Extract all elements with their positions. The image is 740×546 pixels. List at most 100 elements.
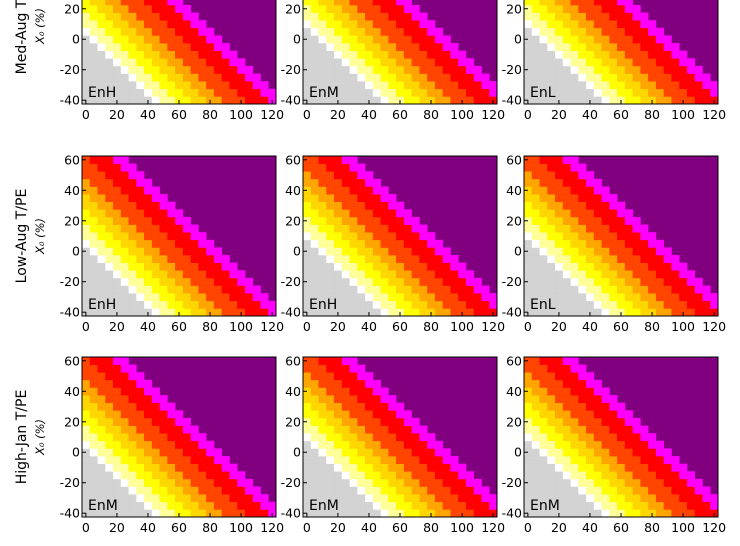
heatmap-cell — [555, 35, 564, 44]
heatmap-cell — [450, 65, 459, 74]
heatmap-cell — [182, 494, 191, 503]
heatmap-cell — [539, 501, 548, 510]
heatmap-cell — [593, 35, 602, 44]
heatmap-cell — [586, 387, 595, 396]
y-tick-label: 20 — [64, 213, 80, 228]
heatmap-cell — [128, 209, 137, 218]
heatmap-cell — [244, 486, 254, 495]
heatmap-cell — [175, 4, 184, 13]
heatmap-cell — [159, 471, 168, 480]
heatmap-cell — [326, 402, 335, 411]
heatmap-cell — [349, 379, 358, 388]
heatmap-cell — [334, 379, 343, 388]
heatmap-cell — [105, 201, 114, 210]
heatmap-cell — [411, 239, 420, 248]
heatmap-cell — [221, 58, 230, 67]
heatmap-cell — [663, 486, 672, 495]
x-tick-label: 60 — [613, 107, 629, 122]
x-tick-label: 100 — [450, 107, 474, 122]
heatmap-cell — [372, 379, 381, 388]
heatmap-cell — [175, 73, 184, 82]
heatmap-cell — [213, 486, 222, 495]
heatmap-cell — [531, 486, 540, 495]
heatmap-cell — [396, 300, 405, 309]
heatmap-cell — [671, 58, 680, 67]
heatmap-cell — [151, 270, 160, 279]
heatmap-cell — [570, 372, 579, 381]
heatmap-cell — [97, 35, 106, 44]
heatmap-cell — [357, 308, 366, 316]
heatmap-cell — [144, 463, 153, 472]
heatmap-cell — [326, 425, 335, 434]
heatmap-cell — [341, 35, 350, 44]
heatmap-cell — [113, 433, 122, 442]
heatmap-cell — [450, 96, 459, 104]
heatmap-cell — [539, 224, 548, 233]
heatmap-cell — [434, 65, 443, 74]
x-tick-label: 60 — [392, 319, 408, 334]
heatmap-cell — [372, 300, 381, 309]
heatmap-cell — [524, 270, 533, 279]
heatmap-cell — [120, 262, 129, 271]
heatmap-cell — [632, 216, 641, 225]
heatmap-cell — [531, 440, 540, 449]
heatmap-cell — [105, 27, 114, 36]
heatmap-cell — [388, 395, 397, 404]
heatmap-cell — [671, 494, 680, 503]
heatmap-cell — [144, 277, 153, 286]
heatmap-cell — [578, 456, 587, 464]
heatmap-cell — [396, 494, 405, 503]
heatmap-cell — [640, 239, 649, 248]
heatmap-cell — [349, 357, 358, 365]
heatmap-cell — [648, 20, 657, 29]
heatmap-cell — [586, 209, 595, 218]
heatmap-cell — [640, 43, 649, 51]
heatmap-cell — [609, 194, 618, 203]
heatmap-cell — [365, 277, 374, 286]
heatmap-cell — [524, 81, 533, 90]
heatmap-cell — [89, 285, 98, 294]
heatmap-cell — [326, 178, 335, 187]
heatmap-cell — [586, 171, 595, 180]
heatmap-cell — [357, 12, 366, 21]
heatmap-cell — [120, 270, 129, 279]
heatmap-cell — [372, 96, 381, 104]
heatmap-cell — [206, 50, 215, 59]
heatmap-cell — [640, 12, 649, 21]
heatmap-cell — [128, 387, 137, 396]
heatmap-cell — [120, 463, 129, 472]
heatmap-cell — [380, 262, 389, 271]
heatmap-cell — [213, 65, 222, 74]
heatmap-cell — [380, 232, 389, 241]
y-tick-label: -40 — [60, 506, 80, 521]
heatmap-cell — [303, 463, 312, 472]
heatmap-cell — [624, 433, 633, 442]
heatmap-cell — [578, 88, 587, 97]
heatmap-cell — [175, 270, 184, 279]
heatmap-cell — [578, 73, 587, 82]
heatmap-cell — [182, 262, 191, 271]
heatmap-cell — [175, 501, 184, 510]
heatmap-cell — [89, 402, 98, 411]
heatmap-cell — [411, 277, 420, 286]
heatmap-cell — [144, 456, 153, 464]
heatmap-cell — [458, 478, 467, 487]
heatmap-cell — [450, 293, 459, 302]
heatmap-cell — [372, 35, 381, 44]
heatmap-cell — [450, 262, 459, 271]
heatmap-cell — [97, 65, 106, 74]
heatmap-cell — [105, 178, 114, 187]
row-sublabel: X₀ (%) — [33, 8, 47, 45]
heatmap-cell — [82, 262, 91, 271]
heatmap-cell — [539, 65, 548, 74]
heatmap-cell — [372, 387, 381, 396]
heatmap-cell — [128, 372, 137, 381]
heatmap-cell — [442, 277, 451, 286]
heatmap-cell — [547, 478, 556, 487]
heatmap-cell — [419, 285, 428, 294]
heatmap-cell — [671, 88, 680, 97]
heatmap-cell — [182, 239, 191, 248]
heatmap-cell — [105, 216, 114, 225]
heatmap-cell — [341, 402, 350, 411]
heatmap-cell — [578, 410, 587, 419]
